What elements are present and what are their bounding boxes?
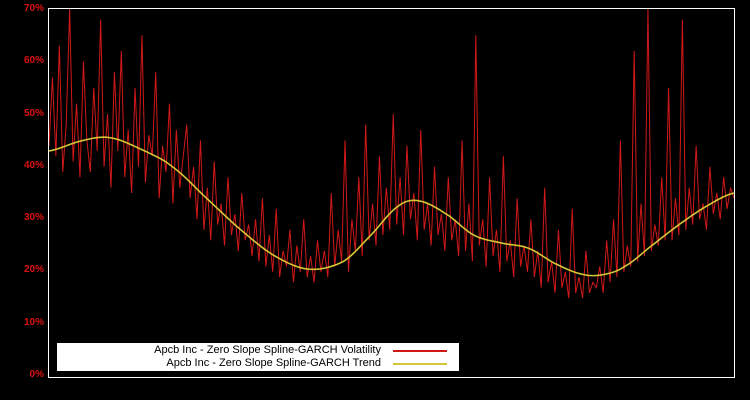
y-axis-tick-label: 10% <box>23 316 44 328</box>
legend-line-sample-volatility <box>393 349 447 352</box>
chart-canvas <box>49 9 734 299</box>
volatility-line <box>49 9 734 299</box>
y-axis-tick-label: 70% <box>23 3 44 14</box>
legend-label-trend: Apcb Inc - Zero Slope Spline-GARCH Trend <box>166 357 381 369</box>
y-axis-tick-label: 50% <box>23 107 44 119</box>
y-axis-tick-label: 0% <box>29 369 44 380</box>
legend-item-trend: Apcb Inc - Zero Slope Spline-GARCH Trend <box>63 357 453 370</box>
legend-line-sample-trend <box>393 362 447 365</box>
legend-label-volatility: Apcb Inc - Zero Slope Spline-GARCH Volat… <box>154 344 381 356</box>
plot-area: Apcb Inc - Zero Slope Spline-GARCH Volat… <box>48 8 735 378</box>
y-axis-tick-label: 20% <box>23 264 44 276</box>
legend: Apcb Inc - Zero Slope Spline-GARCH Volat… <box>57 343 459 371</box>
legend-item-volatility: Apcb Inc - Zero Slope Spline-GARCH Volat… <box>63 344 453 357</box>
trend-line <box>49 136 734 277</box>
y-axis-tick-label: 60% <box>23 55 44 67</box>
y-axis-tick-label: 30% <box>23 212 44 224</box>
y-axis-tick-label: 40% <box>23 159 44 171</box>
